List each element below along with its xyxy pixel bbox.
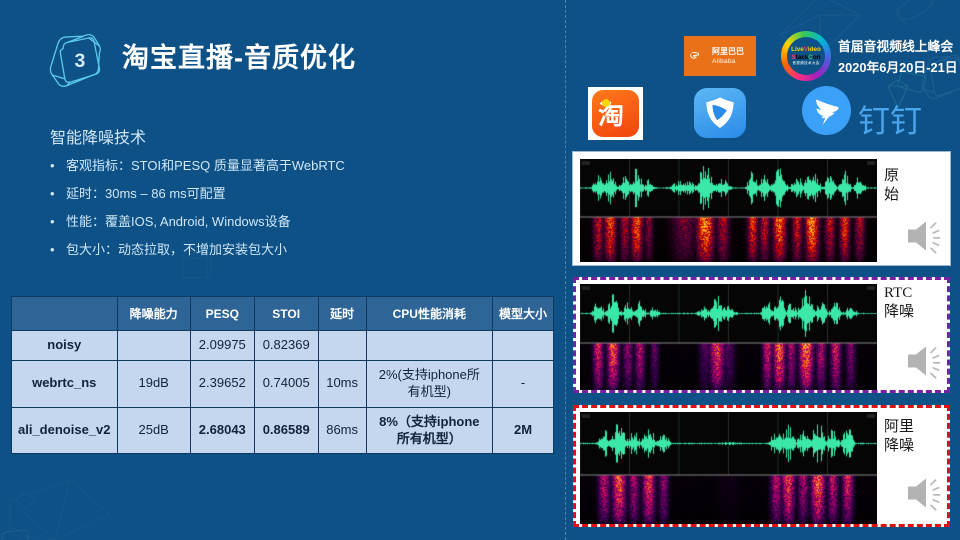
svg-text:阿里巴巴: 阿里巴巴 bbox=[712, 47, 744, 56]
svg-text:Alibaba: Alibaba bbox=[712, 58, 736, 65]
svg-text:3: 3 bbox=[74, 50, 85, 72]
